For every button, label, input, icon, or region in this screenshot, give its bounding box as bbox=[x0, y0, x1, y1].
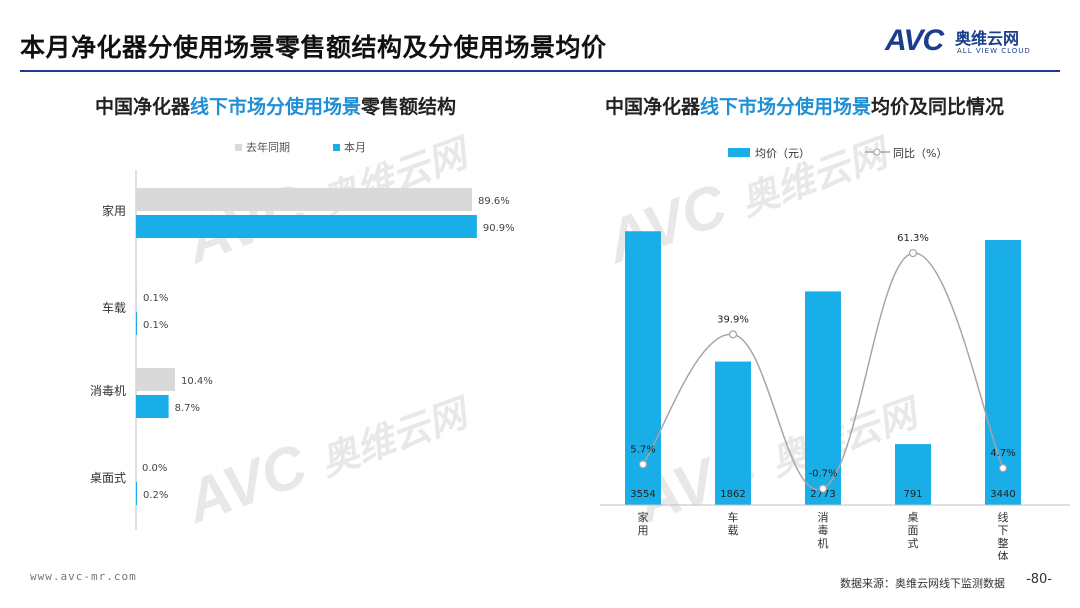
bar bbox=[136, 215, 477, 238]
data-label: 89.6% bbox=[478, 196, 510, 207]
footer-url[interactable]: www.avc-mr.com bbox=[30, 570, 137, 583]
left-title-highlight: 线下市场分使用场景 bbox=[190, 96, 362, 118]
data-label: 0.0% bbox=[142, 463, 167, 474]
category-label: 桌面式 bbox=[90, 471, 126, 485]
bar-value-label: 791 bbox=[903, 489, 922, 500]
title-divider bbox=[20, 70, 1060, 72]
category-label: 消毒机 bbox=[818, 510, 829, 550]
data-label: 90.9% bbox=[483, 223, 515, 234]
line-point bbox=[818, 484, 828, 493]
category-label: 消毒机 bbox=[90, 384, 126, 398]
category-label: 家用 bbox=[638, 510, 649, 537]
category-label: 线下整体 bbox=[998, 510, 1009, 560]
page-title: 本月净化器分使用场景零售额结构及分使用场景均价 bbox=[20, 33, 607, 62]
bar bbox=[136, 312, 137, 335]
logo-cn: 奥维云网 bbox=[955, 29, 1020, 48]
right-title-highlight: 线下市场分使用场景 bbox=[700, 96, 872, 118]
bar-value-label: 3440 bbox=[990, 489, 1015, 500]
legend-label-line: 同比（%） bbox=[893, 147, 947, 160]
category-label: 桌面式 bbox=[908, 511, 919, 550]
line-point bbox=[728, 330, 738, 339]
logo-mark: AVC bbox=[885, 24, 944, 57]
legend-swatch-bar bbox=[728, 148, 750, 157]
right-combo-chart: 均价（元） 同比（%） 3554 1862 2773 791 3440 家用 车载 消毒机 桌面式 线… bbox=[600, 147, 1070, 560]
bar-value-label: 1862 bbox=[720, 489, 745, 500]
bar-value-label: 2773 bbox=[810, 489, 835, 500]
right-title-pre: 中国净化器 bbox=[605, 96, 701, 118]
left-chart-title: 中国净化器线下市场分使用场景零售额结构 bbox=[95, 92, 456, 119]
category-label: 车载 bbox=[728, 510, 739, 537]
data-label: 0.1% bbox=[143, 293, 168, 304]
footer-source: 数据来源：奥维云网线下监测数据 bbox=[840, 577, 1005, 590]
bar bbox=[715, 361, 751, 505]
line-point bbox=[998, 464, 1008, 473]
bar bbox=[136, 285, 137, 308]
data-label: 8.7% bbox=[175, 403, 200, 414]
bar bbox=[805, 291, 841, 505]
bar-value-label: 3554 bbox=[630, 489, 655, 500]
data-label: 10.4% bbox=[181, 376, 213, 387]
line-value-label: 5.7% bbox=[630, 444, 655, 455]
left-title-post: 零售额结构 bbox=[361, 96, 457, 118]
bar bbox=[136, 395, 169, 418]
avc-logo: AVC 奥维云网 ALL VIEW CLOUD bbox=[885, 22, 1050, 62]
page-number: -80- bbox=[1026, 572, 1052, 587]
legend-label-bar: 均价（元） bbox=[755, 147, 810, 160]
left-title-pre: 中国净化器 bbox=[95, 96, 191, 118]
legend-swatch-1 bbox=[333, 144, 340, 151]
data-label: 0.1% bbox=[143, 320, 168, 331]
bar bbox=[625, 231, 661, 505]
logo-en: ALL VIEW CLOUD bbox=[957, 47, 1031, 55]
bar bbox=[136, 482, 137, 505]
legend-label-1: 本月 bbox=[344, 140, 366, 154]
legend-swatch-0 bbox=[235, 144, 242, 151]
line-value-label: 61.3% bbox=[897, 233, 929, 244]
legend-label-0: 去年同期 bbox=[246, 140, 290, 154]
yoy-line bbox=[642, 252, 1004, 491]
bar bbox=[895, 444, 931, 505]
category-label: 家用 bbox=[102, 203, 126, 218]
right-title-post: 均价及同比情况 bbox=[871, 96, 1005, 118]
category-label: 车载 bbox=[102, 300, 126, 315]
data-label: 0.2% bbox=[143, 490, 168, 501]
bar bbox=[136, 188, 472, 211]
line-point bbox=[638, 460, 648, 469]
line-value-label: 39.9% bbox=[717, 314, 749, 325]
line-value-label: -0.7% bbox=[808, 469, 837, 480]
bar bbox=[985, 240, 1021, 505]
bar bbox=[136, 368, 175, 391]
line-value-label: 4.7% bbox=[990, 448, 1015, 459]
line-point bbox=[908, 248, 918, 258]
right-chart-title: 中国净化器线下市场分使用场景均价及同比情况 bbox=[605, 92, 1004, 119]
legend-marker bbox=[873, 148, 881, 156]
